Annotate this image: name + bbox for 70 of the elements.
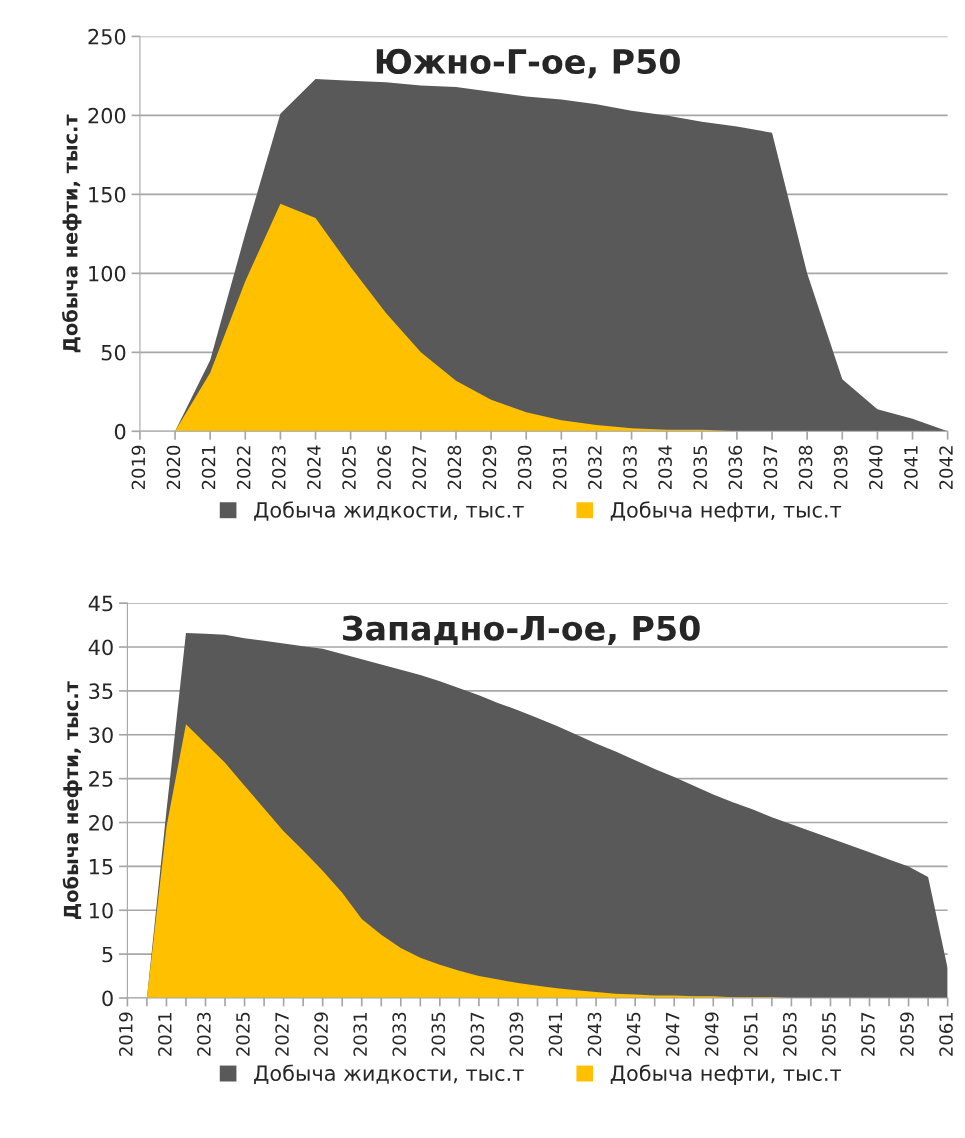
y-tick-label: 150 xyxy=(89,186,126,203)
x-tick-label: 2028 xyxy=(447,445,462,490)
x-tick-label: 2059 xyxy=(900,1012,914,1056)
x-tick-label: 2041 xyxy=(904,446,918,490)
y-tick-label: 40 xyxy=(88,639,113,656)
x-tick-label: 2035 xyxy=(693,446,708,490)
x-tick-label: 2036 xyxy=(728,445,743,490)
y-tick-label: 15 xyxy=(89,859,113,875)
x-tick-label: 2032 xyxy=(588,446,602,490)
x-tick-label: 2031 xyxy=(552,446,567,490)
x-tick-label: 2045 xyxy=(626,1012,641,1056)
x-tick-label: 2039 xyxy=(509,1012,524,1056)
x-tick-label: 2055 xyxy=(822,1012,836,1056)
y-tick-label: 5 xyxy=(102,946,113,963)
x-tick-label: 2019 xyxy=(118,1012,133,1056)
x-tick-label: 2043 xyxy=(587,1012,602,1056)
x-tick-label: 2033 xyxy=(392,1012,407,1056)
x-tick-label: 2027 xyxy=(275,1012,289,1056)
x-tick-label: 2040 xyxy=(868,445,883,490)
x-tick-label: 2047 xyxy=(665,1012,680,1056)
x-tick-label: 2022 xyxy=(236,446,251,490)
x-tick-label: 2035 xyxy=(431,1012,446,1056)
y-tick-label: 20 xyxy=(89,814,113,831)
y-axis-title: Добыча нефти, тыс.т xyxy=(62,681,83,919)
x-tick-label: 2038 xyxy=(798,445,813,490)
x-tick-label: 2025 xyxy=(236,1012,250,1056)
x-tick-label: 2034 xyxy=(658,445,672,490)
x-tick-label: 2061 xyxy=(939,1012,953,1056)
y-axis-title: Добыча нефти, тыс.т xyxy=(61,114,82,353)
legend-label: Добыча жидкости, тыс.т xyxy=(254,501,524,521)
x-tick-label: 2053 xyxy=(782,1012,797,1056)
x-tick-label: 2039 xyxy=(833,445,848,490)
legend-label: Добыча нефти, тыс.т xyxy=(610,501,842,522)
y-tick-label: 30 xyxy=(89,727,113,743)
chart-title: Южно-Г-ое, P50 xyxy=(376,48,680,79)
x-tick-label: 2026 xyxy=(377,445,391,490)
legend-label: Добыча жидкости, тыс.т xyxy=(254,1064,524,1085)
x-tick-label: 2023 xyxy=(197,1012,211,1056)
x-tick-label: 2024 xyxy=(307,445,321,490)
x-tick-label: 2037 xyxy=(763,446,778,490)
x-tick-label: 2030 xyxy=(517,445,532,490)
y-tick-label: 0 xyxy=(114,423,126,440)
x-tick-label: 2049 xyxy=(704,1012,719,1056)
y-tick-label: 100 xyxy=(89,265,126,282)
y-tick-label: 45 xyxy=(88,595,113,612)
x-tick-label: 2041 xyxy=(548,1012,563,1056)
x-tick-label: 2057 xyxy=(861,1012,875,1056)
x-tick-label: 2019 xyxy=(131,445,146,490)
y-tick-label: 35 xyxy=(89,683,113,700)
x-tick-label: 2031 xyxy=(353,1012,367,1056)
x-tick-label: 2021 xyxy=(158,1012,172,1056)
x-tick-label: 2021 xyxy=(201,446,216,490)
x-tick-label: 2027 xyxy=(412,446,427,490)
x-tick-label: 2029 xyxy=(482,445,497,490)
x-tick-label: 2037 xyxy=(470,1012,485,1056)
y-tick-label: 50 xyxy=(101,344,126,361)
chart-title: Западно-Л-ое, P50 xyxy=(343,615,700,646)
x-tick-label: 2051 xyxy=(743,1012,758,1056)
y-tick-label: 200 xyxy=(88,107,126,124)
y-tick-label: 10 xyxy=(89,902,113,919)
y-tick-label: 250 xyxy=(88,28,126,45)
x-tick-label: 2025 xyxy=(342,446,356,490)
x-tick-label: 2029 xyxy=(314,1012,328,1056)
x-tick-label: 2033 xyxy=(623,445,637,490)
y-tick-label: 0 xyxy=(102,990,113,1007)
legend-label: Добыча нефти, тыс.т xyxy=(610,1064,842,1086)
x-tick-label: 2023 xyxy=(271,445,286,490)
y-tick-label: 25 xyxy=(89,771,113,787)
x-tick-label: 2042 xyxy=(939,446,953,490)
x-tick-label: 2020 xyxy=(166,445,181,490)
